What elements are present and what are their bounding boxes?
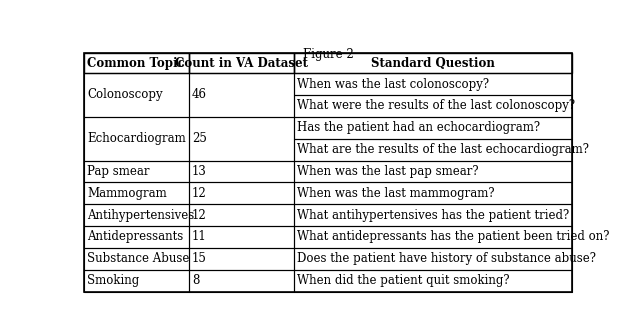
Bar (84, 182, 189, 204)
Text: When was the last colonoscopy?: When was the last colonoscopy? (297, 78, 489, 91)
Text: Antihypertensives: Antihypertensives (87, 208, 194, 222)
Bar (84, 248, 189, 270)
Bar (294, 182, 572, 204)
Text: Does the patient have history of substance abuse?: Does the patient have history of substan… (297, 252, 596, 265)
Text: 12: 12 (192, 208, 207, 222)
Bar (294, 270, 572, 291)
Text: What antihypertensives has the patient tried?: What antihypertensives has the patient t… (297, 208, 569, 222)
Bar (294, 248, 572, 270)
Bar (189, 53, 294, 73)
Bar (84, 160, 189, 182)
Text: Colonoscopy: Colonoscopy (87, 88, 163, 102)
Bar (84, 73, 189, 117)
Bar (294, 204, 572, 226)
Text: Mammogram: Mammogram (87, 187, 167, 200)
Text: 13: 13 (192, 165, 207, 178)
Text: 11: 11 (192, 230, 207, 243)
Bar (294, 95, 572, 117)
Text: Antidepressants: Antidepressants (87, 230, 183, 243)
Text: When did the patient quit smoking?: When did the patient quit smoking? (297, 274, 509, 287)
Text: Substance Abuse: Substance Abuse (87, 252, 189, 265)
Text: Has the patient had an echocardiogram?: Has the patient had an echocardiogram? (297, 121, 540, 134)
Bar (189, 270, 294, 291)
Text: 25: 25 (192, 132, 207, 145)
Bar (189, 204, 294, 226)
Bar (84, 53, 189, 73)
Bar (84, 117, 189, 160)
Bar (294, 226, 572, 248)
Bar (189, 73, 294, 117)
Text: Figure 2: Figure 2 (303, 47, 353, 60)
Text: Count in VA Dataset: Count in VA Dataset (175, 56, 308, 69)
Bar (294, 73, 572, 95)
Bar (189, 248, 294, 270)
Text: What antidepressants has the patient been tried on?: What antidepressants has the patient bee… (297, 230, 609, 243)
Text: Smoking: Smoking (87, 274, 140, 287)
Text: 12: 12 (192, 187, 207, 200)
Bar (294, 160, 572, 182)
Bar (84, 226, 189, 248)
Text: 15: 15 (192, 252, 207, 265)
Bar (189, 226, 294, 248)
Text: 8: 8 (192, 274, 199, 287)
Text: When was the last pap smear?: When was the last pap smear? (297, 165, 479, 178)
Bar (294, 53, 572, 73)
Bar (189, 182, 294, 204)
Bar (84, 270, 189, 291)
Bar (189, 117, 294, 160)
Text: 46: 46 (192, 88, 207, 102)
Bar (294, 139, 572, 160)
Text: When was the last mammogram?: When was the last mammogram? (297, 187, 495, 200)
Bar (84, 204, 189, 226)
Text: Pap smear: Pap smear (87, 165, 150, 178)
Text: Echocardiogram: Echocardiogram (87, 132, 186, 145)
Text: Common Topic: Common Topic (88, 56, 185, 69)
Text: Standard Question: Standard Question (371, 56, 495, 69)
Text: What were the results of the last colonoscopy?: What were the results of the last colono… (297, 99, 575, 112)
Bar (294, 117, 572, 139)
Bar (189, 160, 294, 182)
Text: What are the results of the last echocardiogram?: What are the results of the last echocar… (297, 143, 589, 156)
